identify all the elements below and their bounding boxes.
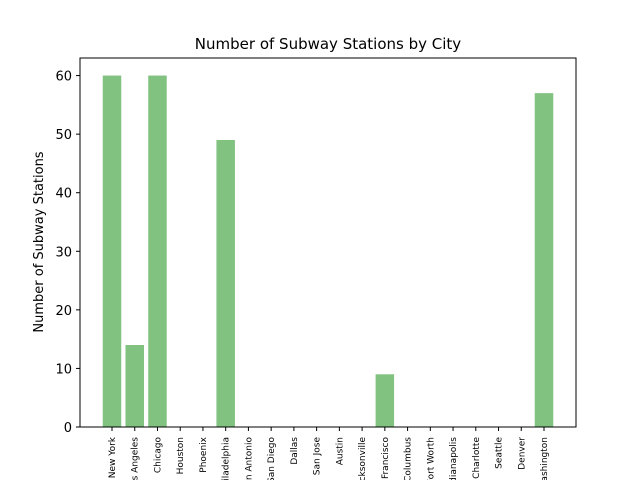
bar-chicago	[148, 75, 167, 428]
bar-san-francisco	[375, 374, 395, 427]
chart-title: Number of Subway Stations by City	[195, 35, 462, 53]
x-tick-label-indianapolis: Indianapolis	[449, 437, 459, 480]
x-tick-label-philadelphia: Philadelphia	[222, 437, 232, 480]
bar-los-angeles	[125, 345, 144, 427]
y-tick-label: 30	[55, 245, 72, 260]
x-tick-label-new-york: New York	[108, 436, 118, 478]
x-tick-label-jacksonville: Jacksonville	[358, 437, 368, 480]
x-tick-label-dallas: Dallas	[290, 437, 300, 465]
plot-frame	[79, 57, 577, 428]
y-tick-label: 50	[55, 128, 72, 143]
x-tick-label-san-diego: San Diego	[267, 437, 277, 480]
bar-washington	[534, 93, 554, 428]
y-tick-label: 10	[55, 362, 72, 377]
bar-new-york	[102, 75, 122, 428]
y-axis-ticks: 0 10 20 30 40 50 60	[55, 70, 80, 436]
x-tick-label-charlotte: Charlotte	[472, 437, 482, 479]
x-tick-label-columbus: Columbus	[404, 437, 414, 480]
x-tick-label-san-jose: San Jose	[313, 437, 323, 476]
x-tick-label-seattle: Seattle	[495, 437, 505, 469]
y-tick-label: 40	[55, 187, 72, 202]
x-tick-label-san-antonio: San Antonio	[244, 437, 254, 480]
x-tick-label-san-francisco: San Francisco	[381, 437, 391, 480]
y-tick-label: 0	[64, 421, 72, 436]
y-axis-label: Number of Subway Stations	[32, 151, 47, 332]
x-tick-label-los-angeles: Los Angeles	[131, 437, 141, 480]
x-tick-label-chicago: Chicago	[153, 437, 163, 474]
x-tick-label-austin: Austin	[335, 437, 345, 465]
x-tick-label-phoenix: Phoenix	[199, 436, 209, 472]
y-tick-label: 20	[55, 304, 72, 319]
x-tick-label-fort-worth: Fort Worth	[426, 437, 436, 480]
x-tick-label-houston: Houston	[176, 437, 186, 474]
x-axis-ticks: New York Los Angeles Chicago Houston Phoenix…	[108, 427, 550, 480]
y-tick-label: 60	[55, 70, 72, 85]
x-tick-label-denver: Denver	[517, 437, 527, 470]
x-tick-label-washington: Washington	[540, 437, 550, 480]
bar-philadelphia	[216, 140, 235, 427]
bars	[102, 75, 554, 428]
